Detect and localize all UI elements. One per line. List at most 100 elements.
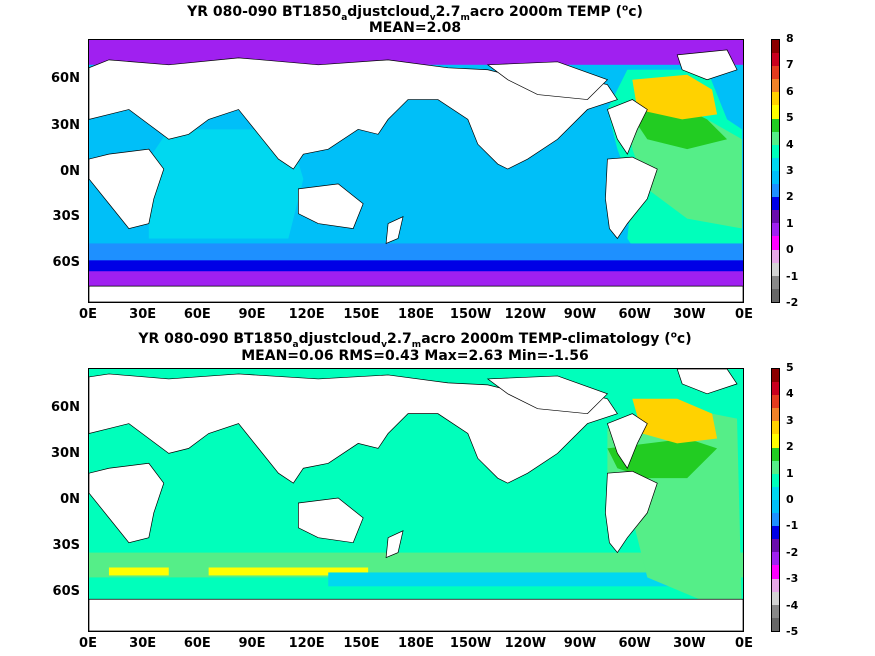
panel2-colorbar-swatch: [772, 395, 779, 409]
panel1-north-atlantic: [632, 74, 718, 120]
panel2-lon-label: 90E: [238, 636, 266, 651]
panel2-colorbar-tick: -2: [786, 545, 799, 559]
panel1-lat-60n: 60N: [51, 71, 80, 86]
panel1-south-america: [605, 156, 658, 240]
panel1-colorbar-swatch: [772, 144, 779, 158]
panel2-colorbar-tick: 2: [786, 440, 794, 454]
panel2-colorbar-swatch: [772, 447, 779, 461]
panel1-lon-label: 120E: [288, 307, 325, 322]
panel1-colorbar-tick: -2: [786, 296, 799, 309]
panel1-colorbar-tick: 6: [786, 84, 794, 98]
panel1-colorbar-swatch: [772, 92, 779, 106]
panel2-lon-label: 120E: [288, 636, 325, 651]
panel2-lat-60s: 60S: [52, 584, 80, 599]
panel1-lon-label: 60W: [618, 307, 651, 322]
panel1-colorbar-tick: 0: [786, 243, 794, 257]
panel2-colorbar-swatch: [772, 421, 779, 435]
panel1-colorbar-swatch: [772, 236, 779, 250]
panel2-colorbar-tick: -3: [786, 572, 799, 586]
panel2-colorbar-tick: -4: [786, 598, 799, 612]
panel2-eurasia: [89, 373, 618, 484]
panel2-colorbar-swatch: [772, 382, 779, 396]
panel2-new-zealand: [385, 530, 404, 559]
panel2-lon-label: 120W: [504, 636, 547, 651]
panel2-title: YR 080-090 BT1850adjustcloudv2.7macro 20…: [0, 327, 830, 352]
panel1-lon-label: 30W: [673, 307, 706, 322]
panel1-lon-label: 30E: [129, 307, 157, 322]
panel1-lon-label: 150E: [343, 307, 380, 322]
panel2-colorbar-swatch: [772, 578, 779, 592]
panel1-colorbar-swatch: [772, 131, 779, 145]
panel2-title-text: YR 080-090 BT1850adjustcloudv2.7macro 20…: [138, 330, 692, 350]
panel2-north-america: [486, 375, 609, 415]
panel2-subtitle: MEAN=0.06 RMS=0.43 Max=2.63 Min=-1.56: [241, 348, 589, 364]
panel1-new-zealand: [385, 216, 404, 244]
panel2-antarctica: [89, 598, 743, 631]
panel1-colorbar-tick: 4: [786, 137, 794, 151]
panel1-lon-label: 180E: [397, 307, 435, 322]
panel1-colorbar-swatch: [772, 170, 779, 185]
panel1-colorbar-swatch: [772, 210, 779, 224]
panel2-colorbar-swatch: [772, 591, 779, 605]
panel1-map: [88, 39, 744, 303]
panel1-subtitle: MEAN=2.08: [368, 20, 462, 36]
panel1-lon-label: 120W: [504, 307, 547, 322]
panel1-colorbar-swatch: [772, 184, 779, 198]
panel2-colorbar-tick: 0: [786, 493, 794, 506]
panel2-lat-30s: 30S: [52, 538, 80, 553]
panel1-colorbar-tick: 1: [786, 216, 794, 230]
panel2-colorbar-swatch: [772, 552, 779, 566]
panel2-colorbar-swatch: [772, 513, 779, 527]
panel2-colorbar-tick: 4: [786, 387, 794, 401]
panel2-colorbar-swatch: [772, 604, 779, 618]
panel1-colorbar-swatch: [772, 118, 779, 132]
panel2-land: [89, 369, 743, 631]
panel2-lon-label: 60W: [618, 636, 651, 651]
panel2-lat-30n: 30N: [51, 446, 80, 461]
panel1-colorbar-swatch: [772, 157, 779, 171]
panel1-colorbar-swatch: [772, 223, 779, 237]
panel2-greenland: [676, 369, 738, 395]
panel2-lon-label: 150W: [449, 636, 492, 651]
panel1-eurasia: [89, 57, 618, 170]
panel2-colorbar-swatch: [772, 539, 779, 553]
panel1-lon-label: 90E: [238, 307, 266, 322]
panel2-lon-label: 0E: [735, 636, 753, 651]
panel2-colorbar-swatch: [772, 473, 779, 487]
panel2-colorbar-swatch: [772, 565, 779, 579]
panel2-yellow-streak-west: [108, 567, 169, 576]
panel2-lon-label: 180E: [397, 636, 435, 651]
panel1-africa: [89, 148, 165, 229]
panel2-lon-label: 0E: [79, 636, 97, 651]
panel1-colorbar-swatch: [772, 249, 779, 263]
panel2-central-america: [606, 413, 648, 469]
panel1-colorbar-swatch: [772, 66, 779, 80]
panel1-central-america: [606, 99, 648, 155]
panel2-colorbar-swatch: [772, 369, 779, 383]
panel2-north-atlantic: [632, 398, 718, 444]
panel1-title: YR 080-090 BT1850adjustcloudv2.7macro 20…: [0, 0, 830, 25]
panel2-colorbar-tick: 5: [786, 361, 794, 374]
panel1-colorbar-swatch: [772, 53, 779, 67]
panel2-colorbar-swatch: [772, 617, 779, 631]
panel1-southern-band1: [89, 243, 743, 264]
panel2-colorbar-tick: -5: [786, 625, 799, 638]
panel1-lon-label: 0E: [735, 307, 753, 322]
panel2-colorbar: [771, 368, 780, 632]
panel2-colorbar-swatch: [772, 434, 779, 448]
panel2-colorbar-swatch: [772, 499, 779, 514]
panel1-australia: [298, 183, 364, 229]
panel1-colorbar-tick: 2: [786, 190, 794, 204]
panel1-indian-ocean: [148, 129, 304, 239]
panel1-colorbar: [771, 39, 780, 303]
panel1-colorbar-swatch: [772, 105, 779, 119]
panel1-lat-30s: 30S: [52, 209, 80, 224]
panel1-lat-60s: 60S: [52, 255, 80, 270]
panel2-map: [88, 368, 744, 632]
panel1-greenland: [676, 49, 738, 81]
panel1-colorbar-swatch: [772, 275, 779, 289]
panel2-lon-label: 90W: [563, 636, 597, 651]
panel2-lon-label: 60E: [183, 636, 211, 651]
panel2-lon-label: 30W: [673, 636, 706, 651]
panel1-lon-label: 90W: [563, 307, 597, 322]
